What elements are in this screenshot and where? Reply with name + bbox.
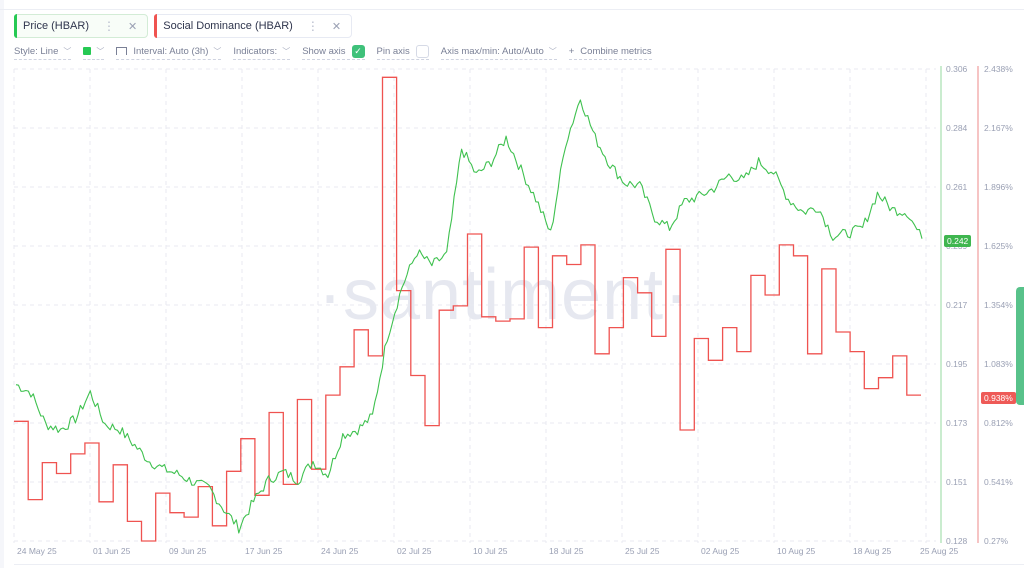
close-icon[interactable]: ✕ [128,20,138,33]
chevron-down-icon: ﹀ [63,46,72,56]
dominance-current-badge: 0.938% [981,392,1016,404]
price-tick-label: 0.128 [946,536,968,546]
date-tick-label: 02 Aug 25 [701,546,740,556]
dominance-tick-label: 2.167% [984,123,1013,133]
price-tick-label: 0.151 [946,477,968,487]
top-divider [0,9,1024,10]
metric-color-bar [14,14,17,38]
date-tick-label: 25 Aug 25 [920,546,959,556]
show-axis-toggle[interactable]: Show axis ✓ [302,44,365,60]
ruler-icon [116,47,128,55]
bottom-divider [14,564,1024,565]
date-tick-label: 01 Jun 25 [93,546,131,556]
show-axis-checkbox[interactable]: ✓ [351,44,365,58]
price-tick-label: 0.217 [946,300,968,310]
combine-metrics-button[interactable]: + Combine metrics [568,45,652,60]
chevron-down-icon: ﹀ [548,46,557,56]
price-tick-label: 0.173 [946,418,968,428]
dominance-tick-label: 0.541% [984,477,1013,487]
pin-axis-label: Pin axis [376,45,410,57]
metric-color-bar [154,14,158,38]
pin-axis-toggle[interactable]: Pin axis [376,44,429,60]
price-tick-label: 0.261 [946,182,968,192]
date-tick-label: 02 Jul 25 [397,546,432,556]
chevron-down-icon: ﹀ [96,46,105,56]
interval-label: Interval: Auto (3h) [133,45,209,57]
side-panel-handle[interactable] [1016,287,1024,405]
color-swatch [83,47,92,55]
metric-label: Price (HBAR) [23,20,90,32]
date-tick-label: 09 Jun 25 [169,546,207,556]
date-tick-label: 18 Jul 25 [549,546,584,556]
dominance-tick-label: 1.896% [984,182,1013,192]
dominance-tick-label: 0.27% [984,536,1009,546]
chevron-down-icon: ﹀ [213,46,222,56]
metric-chip-price[interactable]: Price (HBAR) ⋮ ✕ [14,14,149,38]
chevron-down-icon: ﹀ [282,46,291,56]
chart-settings-toolbar: Style: Line ﹀ ﹀ Interval: Auto (3h) ﹀ In… [14,44,664,60]
date-tick-label: 24 Jun 25 [321,546,359,556]
price-tick-label: 0.306 [946,64,968,74]
price-line [15,99,923,534]
price-tick-label: 0.284 [946,123,968,133]
combine-metrics-label: Combine metrics [580,45,652,57]
indicators-label: Indicators: [233,45,278,57]
metric-chip-social-dominance[interactable]: Social Dominance (HBAR) ⋮ ✕ [154,14,353,38]
social-dominance-line [14,76,921,542]
interval-dropdown[interactable]: Interval: Auto (3h) ﹀ [116,45,222,60]
metric-tabs: Price (HBAR) ⋮ ✕ Social Dominance (HBAR)… [14,14,353,38]
date-tick-label: 17 Jun 25 [245,546,283,556]
dominance-tick-label: 1.625% [984,241,1013,251]
plus-icon: + [568,45,575,57]
dominance-tick-label: 2.438% [984,64,1013,74]
close-icon[interactable]: ✕ [331,20,342,33]
dominance-tick-label: 1.083% [984,359,1013,369]
style-dropdown[interactable]: Style: Line ﹀ [14,45,72,60]
dominance-tick-label: 1.354% [984,300,1013,310]
chart-grid [13,68,936,543]
date-tick-label: 25 Jul 25 [625,546,660,556]
price-tick-label: 0.195 [946,359,968,369]
style-label: Style: Line [14,45,59,57]
show-axis-label: Show axis [302,45,346,57]
axis-maxmin-label: Axis max/min: Auto/Auto [440,45,544,57]
date-tick-label: 10 Jul 25 [473,546,508,556]
pin-axis-checkbox[interactable] [415,44,429,58]
axis-maxmin-dropdown[interactable]: Axis max/min: Auto/Auto ﹀ [440,45,557,60]
more-vertical-icon[interactable]: ⋮ [306,19,319,33]
dominance-tick-label: 0.812% [984,418,1013,428]
date-tick-label: 24 May 25 [17,546,57,556]
price-current-badge: 0.242 [944,235,972,247]
left-rail [0,0,4,568]
date-tick-label: 18 Aug 25 [853,546,892,556]
metric-label: Social Dominance (HBAR) [163,20,293,32]
date-tick-label: 10 Aug 25 [777,546,816,556]
more-vertical-icon[interactable]: ⋮ [103,19,115,33]
color-dropdown[interactable]: ﹀ [83,45,105,60]
indicators-dropdown[interactable]: Indicators: ﹀ [233,45,291,60]
